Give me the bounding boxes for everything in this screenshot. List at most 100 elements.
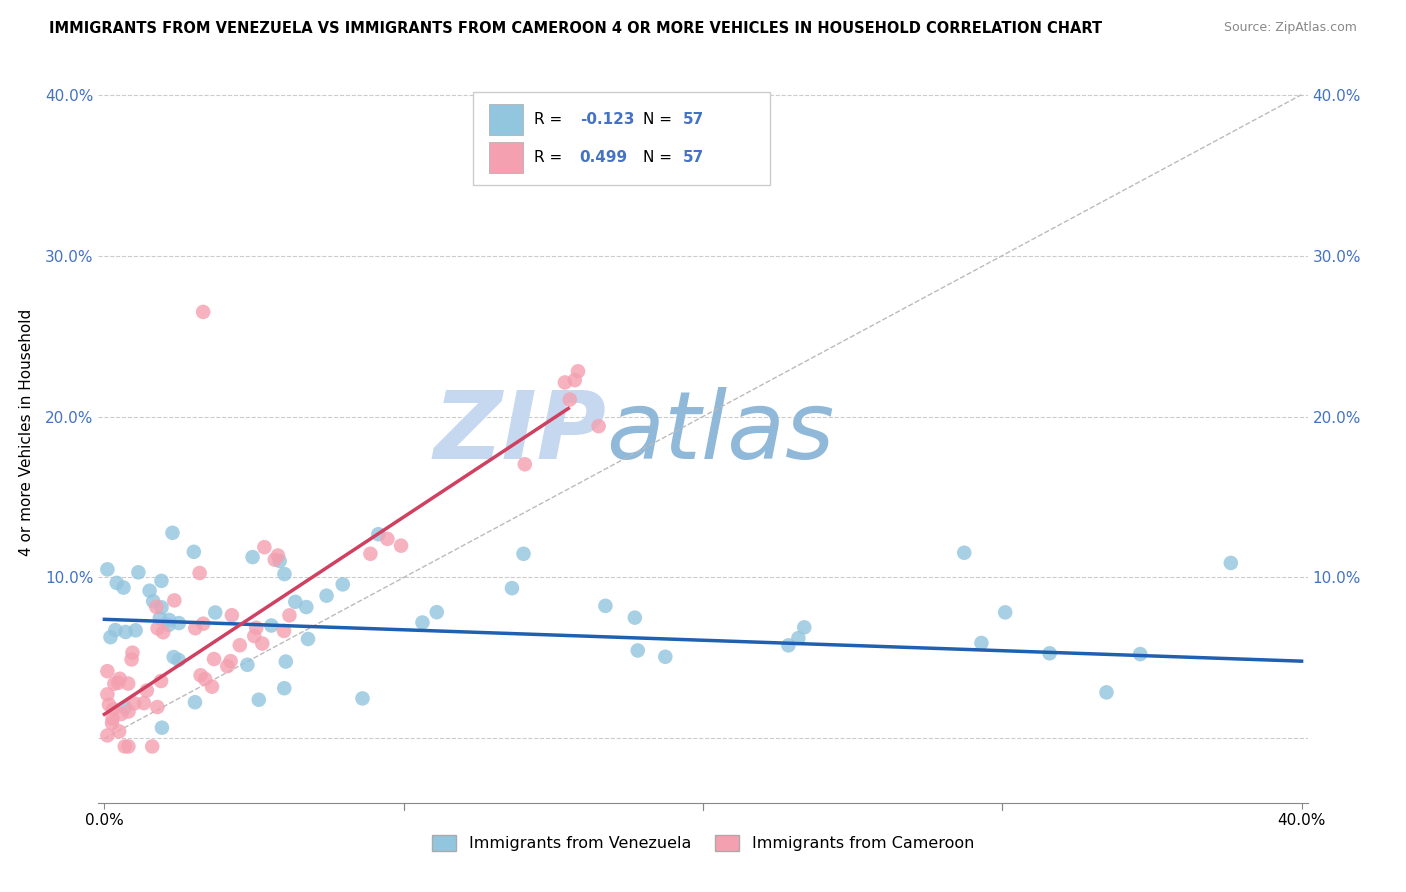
Point [194, 672, 217, 686]
Point [114, 624, 136, 639]
Point [117, 705, 139, 719]
Point [121, 646, 143, 660]
Point [152, 625, 174, 640]
Point [193, 616, 215, 631]
Point [953, 546, 976, 560]
Point [146, 621, 169, 635]
Point [236, 657, 259, 672]
Point [295, 600, 318, 615]
Point [273, 681, 295, 696]
Text: -0.123: -0.123 [579, 112, 634, 127]
Point [332, 577, 354, 591]
Point [273, 567, 295, 582]
Point [217, 659, 239, 673]
Point [114, 700, 136, 714]
Point [121, 652, 143, 666]
Point [184, 621, 207, 635]
Point [107, 675, 129, 690]
Point [184, 695, 207, 709]
Point [654, 649, 676, 664]
Point [269, 554, 291, 568]
Point [513, 457, 536, 471]
Point [263, 552, 285, 566]
Point [117, 676, 139, 690]
Text: IMMIGRANTS FROM VENEZUELA VS IMMIGRANTS FROM CAMEROON 4 OR MORE VEHICLES IN HOUS: IMMIGRANTS FROM VENEZUELA VS IMMIGRANTS … [49, 21, 1102, 36]
Point [141, 739, 163, 754]
Point [108, 724, 131, 739]
Point [108, 672, 131, 686]
Point [183, 545, 205, 559]
Point [105, 575, 128, 590]
Point [188, 566, 211, 580]
Point [96, 664, 118, 678]
Point [204, 606, 226, 620]
Text: N =: N = [643, 112, 676, 127]
Point [278, 608, 301, 623]
Point [150, 721, 173, 735]
Y-axis label: 4 or more Vehicles in Household: 4 or more Vehicles in Household [18, 309, 34, 557]
Point [104, 623, 127, 637]
Point [146, 700, 169, 714]
Point [96, 687, 118, 701]
Point [150, 673, 173, 688]
Text: R =: R = [534, 150, 567, 164]
Point [787, 631, 810, 645]
Point [411, 615, 433, 630]
Point [558, 392, 581, 407]
Point [221, 608, 243, 623]
Point [150, 600, 173, 615]
Point [352, 691, 374, 706]
Point [157, 613, 180, 627]
Point [122, 697, 145, 711]
Point [567, 364, 589, 378]
Point [247, 692, 270, 706]
Point [1095, 685, 1118, 699]
Point [98, 698, 121, 712]
Point [994, 605, 1017, 619]
Point [627, 643, 650, 657]
Text: 57: 57 [682, 112, 703, 127]
Point [267, 549, 290, 563]
Point [588, 419, 610, 434]
Point [163, 593, 186, 607]
Point [101, 716, 124, 731]
Point [243, 629, 266, 643]
Point [163, 650, 186, 665]
FancyBboxPatch shape [474, 92, 769, 185]
Point [112, 581, 135, 595]
Legend: Immigrants from Venezuela, Immigrants from Cameroon: Immigrants from Venezuela, Immigrants fr… [426, 829, 980, 858]
Point [202, 652, 225, 666]
Point [190, 668, 212, 682]
Point [778, 639, 800, 653]
Text: 0.499: 0.499 [579, 150, 628, 164]
Point [564, 373, 586, 387]
Point [103, 676, 125, 690]
Point [149, 611, 172, 625]
Point [793, 620, 815, 634]
Point [367, 527, 389, 541]
Point [193, 305, 215, 319]
Text: R =: R = [534, 112, 567, 127]
Point [100, 630, 122, 644]
Text: 57: 57 [682, 150, 703, 164]
Point [260, 618, 283, 632]
Point [101, 702, 124, 716]
Text: Source: ZipAtlas.com: Source: ZipAtlas.com [1223, 21, 1357, 34]
Point [242, 550, 264, 565]
Point [273, 624, 295, 638]
Point [426, 605, 449, 619]
Point [150, 574, 173, 588]
Point [138, 583, 160, 598]
Point [117, 739, 139, 754]
Point [1039, 646, 1062, 660]
Point [501, 581, 523, 595]
Point [1129, 647, 1152, 661]
Point [595, 599, 617, 613]
Point [124, 624, 146, 638]
Point [145, 599, 167, 614]
Point [114, 739, 136, 754]
Text: ZIP: ZIP [433, 386, 606, 479]
Point [167, 653, 190, 667]
Point [167, 616, 190, 631]
FancyBboxPatch shape [489, 104, 523, 136]
